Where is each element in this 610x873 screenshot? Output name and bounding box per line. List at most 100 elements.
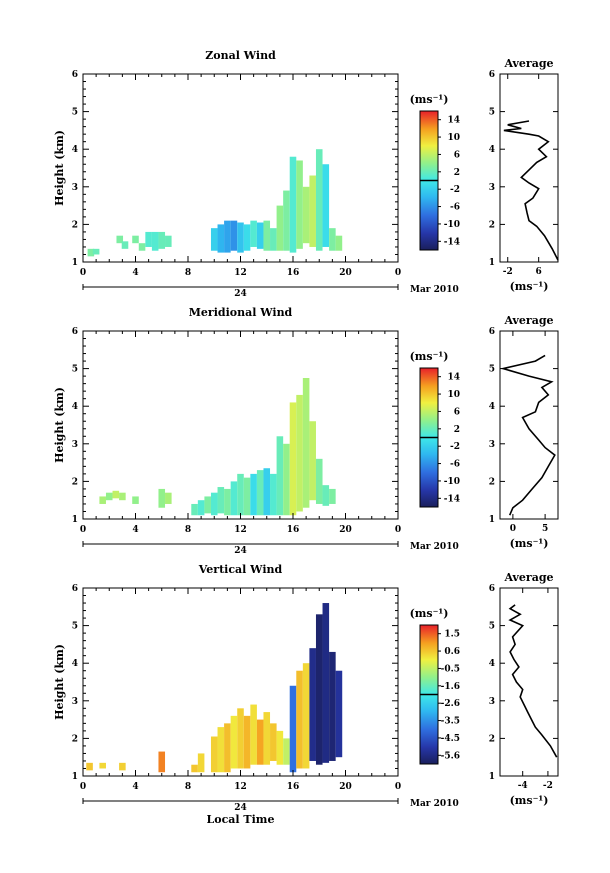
data-cell: [210, 736, 218, 773]
profile-y-tick-label: 5: [489, 622, 495, 632]
day-label: 24: [234, 546, 247, 556]
colorbar-tick-label: 2: [454, 168, 460, 178]
colorbar-tick-label: 10: [447, 133, 460, 143]
data-cell: [270, 723, 277, 761]
colorbar-tick-label: 6: [454, 150, 460, 160]
data-cell: [210, 492, 218, 516]
data-cell: [296, 394, 303, 512]
data-cell: [217, 487, 225, 514]
data-cell: [296, 670, 303, 769]
y-axis-label: Height (km): [53, 387, 66, 463]
x-tick-label: 0: [80, 782, 86, 792]
profile-x-tick-label: 0: [510, 524, 516, 534]
y-tick-label: 6: [72, 70, 78, 80]
colorbar-tick-label: 14: [447, 116, 460, 126]
profile-line: [508, 604, 558, 758]
panel-title: Vertical Wind: [198, 563, 283, 576]
profile-y-tick-label: 5: [489, 365, 495, 375]
data-cell: [263, 468, 271, 516]
y-tick-label: 2: [72, 734, 78, 744]
data-cell: [224, 488, 231, 516]
colorbar-unit: (ms⁻¹): [410, 607, 449, 620]
colorbar-tick-label: -6: [450, 203, 460, 213]
colorbar-tick-label: -4.5: [441, 734, 460, 744]
profile-y-tick-label: 2: [489, 734, 495, 744]
data-cell: [309, 421, 316, 501]
data-cell: [276, 205, 284, 251]
data-cell: [322, 603, 330, 763]
x-tick-label: 0: [80, 525, 86, 535]
y-tick-label: 2: [72, 220, 78, 230]
data-cell: [329, 488, 336, 504]
data-cell: [116, 235, 124, 244]
month-label: Mar 2010: [410, 285, 459, 295]
profile-x-tick-label: -4: [518, 781, 528, 791]
data-cell: [237, 473, 244, 516]
data-cell: [158, 751, 166, 773]
data-cell: [315, 458, 323, 504]
y-tick-label: 3: [72, 697, 78, 707]
colorbar-tick-label: 10: [447, 390, 460, 400]
profile-line: [500, 354, 556, 516]
colorbar-tick-label: 2: [454, 425, 460, 435]
data-cell: [283, 738, 290, 765]
data-cell: [250, 220, 257, 247]
profile-y-tick-label: 3: [489, 440, 495, 450]
colorbar-tick-label: -0.5: [441, 664, 460, 674]
colorbar-tick-label: 14: [447, 373, 460, 383]
colorbar-tick-label: -2: [450, 442, 460, 452]
data-cell: [230, 715, 238, 769]
data-cell: [276, 730, 284, 765]
y-tick-label: 2: [72, 477, 78, 487]
data-cell: [99, 762, 106, 769]
x-tick-label: 12: [234, 782, 247, 792]
x-axis-label: Local Time: [207, 813, 275, 826]
data-cell: [243, 224, 251, 251]
data-cell: [197, 753, 205, 773]
data-cell: [132, 496, 139, 504]
x-tick-label: 8: [185, 525, 191, 535]
data-cell: [276, 436, 284, 516]
data-cell: [302, 186, 310, 244]
data-cell: [191, 764, 198, 773]
colorbar-tick-label: 6: [454, 407, 460, 417]
y-tick-label: 3: [72, 440, 78, 450]
profile-x-label: (ms⁻¹): [510, 537, 549, 550]
x-tick-label: 8: [185, 782, 191, 792]
data-cell: [315, 149, 323, 251]
profile-title: Average: [503, 314, 553, 327]
profile-y-tick-label: 6: [489, 70, 495, 80]
profile-title: Average: [503, 571, 553, 584]
data-cell: [217, 224, 225, 253]
colorbar-tick-label: -14: [444, 237, 460, 247]
data-cell: [335, 235, 343, 251]
profile-x-tick-label: 5: [542, 524, 548, 534]
colorbar-unit: (ms⁻¹): [410, 93, 449, 106]
y-tick-label: 4: [72, 659, 78, 669]
colorbar-tick-label: 0.6: [444, 647, 460, 657]
y-tick-label: 1: [72, 258, 78, 268]
colorbar-tick-label: -6: [450, 460, 460, 470]
panel-title: Meridional Wind: [189, 306, 293, 319]
data-cell: [105, 492, 113, 501]
colorbar-unit: (ms⁻¹): [410, 350, 449, 363]
data-cell: [250, 473, 257, 516]
data-cell: [315, 614, 323, 765]
y-tick-label: 1: [72, 772, 78, 782]
x-tick-label: 0: [395, 268, 401, 278]
month-label: Mar 2010: [410, 799, 459, 809]
profile-y-tick-label: 6: [489, 327, 495, 337]
month-label: Mar 2010: [410, 542, 459, 552]
y-tick-label: 3: [72, 183, 78, 193]
y-tick-label: 1: [72, 515, 78, 525]
data-cell: [256, 470, 264, 516]
data-cell: [296, 160, 303, 249]
data-cell: [86, 762, 93, 771]
x-tick-label: 4: [132, 782, 138, 792]
data-cell: [230, 481, 238, 516]
data-cell: [270, 473, 277, 516]
data-cell: [158, 231, 166, 249]
